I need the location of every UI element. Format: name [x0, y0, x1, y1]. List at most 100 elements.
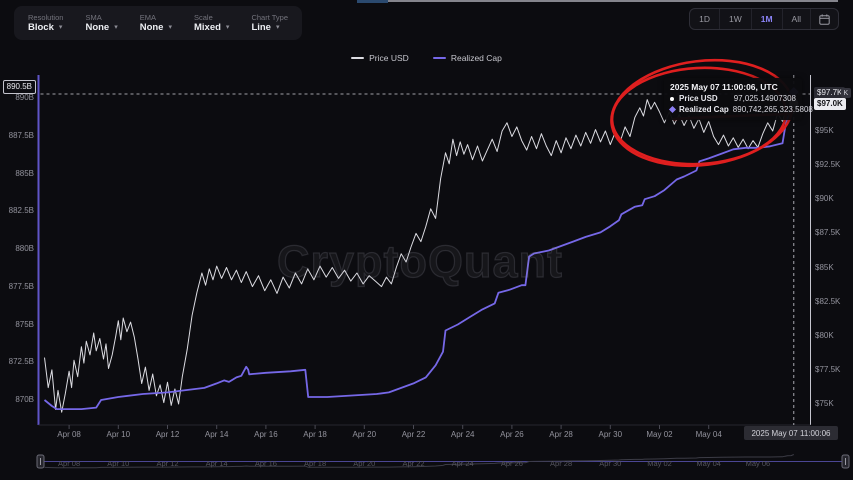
right-axis-tick: $77.5K — [815, 364, 841, 374]
calendar-icon — [819, 13, 830, 25]
realized-cap-line-swatch — [432, 57, 446, 59]
right-axis-tick: $90K — [815, 194, 834, 204]
x-axis-tick: May 02 — [646, 430, 673, 439]
right-axis-tick: $75K — [815, 399, 834, 408]
ema-value: None — [139, 22, 164, 33]
left-axis-tick: 887.5B — [8, 130, 34, 140]
legend-item-price-usd[interactable]: Price USD — [351, 53, 409, 63]
navigator-tick: May 06 — [745, 459, 771, 468]
ema-label: EMA — [139, 12, 156, 22]
range-button-1w[interactable]: 1W — [718, 9, 751, 29]
chevron-down-icon: ▾ — [58, 24, 63, 32]
navigator-tick: Apr 22 — [402, 459, 425, 468]
legend-label-price: Price USD — [369, 53, 409, 63]
navigator-tick: Apr 12 — [156, 459, 179, 468]
range-button-1d[interactable]: 1D — [699, 14, 710, 24]
left-axis-tick: 872.5B — [8, 357, 34, 367]
x-axis-crosshair-label: 2025 May 07 11:00:06 — [744, 426, 838, 440]
navigator-tick: Apr 16 — [254, 459, 277, 468]
left-axis-tick: 880B — [15, 244, 34, 253]
tooltip-price-value: 97,025.14907308 — [733, 94, 796, 103]
calendar-button[interactable] — [810, 9, 838, 29]
chevron-down-icon: ▾ — [168, 24, 172, 32]
navigator-tick: Apr 30 — [599, 459, 622, 468]
range-button-1m[interactable]: 1M — [750, 9, 782, 29]
range-button-group: 1D 1W 1M All — [689, 8, 839, 30]
navigator-tick: Apr 26 — [500, 459, 523, 468]
x-axis-tick: Apr 26 — [500, 430, 524, 439]
x-axis-tick: May 04 — [695, 430, 722, 439]
ema-dropdown[interactable]: EMA None ▾ — [139, 12, 172, 33]
x-axis-tick: Apr 10 — [106, 430, 131, 439]
x-axis-tick: Apr 18 — [303, 430, 327, 439]
navigator-tick: Apr 14 — [205, 459, 228, 468]
x-axis-tick: Apr 30 — [598, 430, 623, 439]
realized-cap-diamond-icon — [668, 105, 679, 116]
sma-dropdown[interactable]: SMA None ▾ — [85, 12, 118, 33]
chart-tooltip: 2025 May 07 11:00:06, UTC Price USD 97,0… — [664, 78, 813, 120]
sma-value: None — [85, 22, 110, 33]
chart-legend: Price USD Realized Cap — [0, 53, 853, 63]
navigator-tick: Apr 10 — [107, 459, 130, 468]
tooltip-row-price: Price USD 97,025.14907308 — [670, 94, 796, 105]
navigator-tick: Apr 24 — [451, 459, 474, 468]
x-axis-tick: Apr 24 — [450, 430, 475, 439]
left-axis-tick: 875B — [15, 319, 34, 329]
navigator-tick: Apr 28 — [550, 459, 573, 468]
chevron-down-icon: ▾ — [225, 24, 230, 32]
scale-value: Mixed — [193, 22, 221, 33]
right-axis-tick: $87.5K — [815, 228, 841, 238]
chevron-down-icon: ▾ — [275, 24, 280, 32]
tooltip-timestamp: 2025 May 07 11:00:06, UTC — [670, 82, 778, 92]
resolution-dropdown[interactable]: Resolution Block ▾ — [28, 12, 64, 33]
resolution-value: Block — [28, 22, 54, 33]
navigator-mini-series — [44, 454, 794, 469]
right-axis-last-price-badge: $97.7K — [814, 87, 846, 99]
x-axis-tick: Apr 16 — [254, 430, 278, 439]
tooltip-row-realized-cap: Realized Cap 890,742,265,323.5808 — [668, 104, 813, 116]
navigator-tick: Apr 08 — [58, 459, 81, 468]
scale-dropdown[interactable]: Scale Mixed ▾ — [193, 12, 230, 33]
chart-toolbar: Resolution Block ▾ SMA None ▾ EMA None ▾ Sc… — [14, 6, 302, 40]
right-axis-tick: $95K — [815, 126, 834, 135]
x-axis-tick: Apr 12 — [155, 430, 180, 439]
price-line-swatch — [351, 57, 365, 59]
left-axis-tick: 890B — [15, 93, 34, 102]
navigator-tick: May 04 — [696, 459, 721, 468]
navigator-tick: May 02 — [647, 459, 672, 468]
x-axis-tick: Apr 20 — [352, 430, 377, 439]
right-axis-tick: $85K — [815, 262, 834, 272]
legend-label-realized-cap: Realized Cap — [450, 53, 502, 63]
navigator-tick: Apr 20 — [353, 459, 376, 468]
left-axis-tick: 877.5B — [8, 281, 34, 291]
tooltip-realized-cap-label: Realized Cap — [679, 104, 729, 114]
left-axis-current-value-badge: 890.5B — [2, 80, 36, 94]
chart-type-label: Chart Type — [251, 12, 288, 22]
left-axis-tick: 882.5B — [8, 206, 34, 216]
x-axis-tick: Apr 22 — [401, 430, 426, 439]
tooltip-realized-cap-value: 890,742,265,323.5808 — [732, 104, 813, 114]
chart-type-dropdown[interactable]: Chart Type Line ▾ — [251, 12, 288, 33]
sma-label: SMA — [85, 12, 102, 22]
chevron-down-icon: ▾ — [114, 24, 118, 32]
top-scrollbar-track[interactable] — [388, 0, 838, 2]
scale-label: Scale — [193, 12, 213, 22]
resolution-label: Resolution — [28, 12, 64, 22]
right-axis-crosshair-badge: $97.0K — [814, 98, 846, 110]
range-button-all[interactable]: All — [781, 9, 810, 29]
right-axis-tick: $92.5K — [815, 160, 841, 170]
realized-cap-line — [43, 86, 795, 411]
axis-unit-badge: K — [841, 88, 851, 98]
top-scrollbar-thumb[interactable] — [357, 0, 388, 3]
left-axis-tick: 870B — [15, 395, 34, 404]
navigator-tick: Apr 18 — [304, 459, 327, 468]
left-axis-tick: 885B — [15, 168, 34, 178]
top-scrollbar — [0, 0, 853, 3]
x-axis-tick: Apr 08 — [57, 430, 81, 439]
chart-type-value: Line — [251, 22, 271, 33]
legend-item-realized-cap[interactable]: Realized Cap — [432, 53, 502, 63]
x-axis-tick: Apr 28 — [549, 430, 573, 439]
tooltip-price-label: Price USD — [679, 94, 718, 103]
